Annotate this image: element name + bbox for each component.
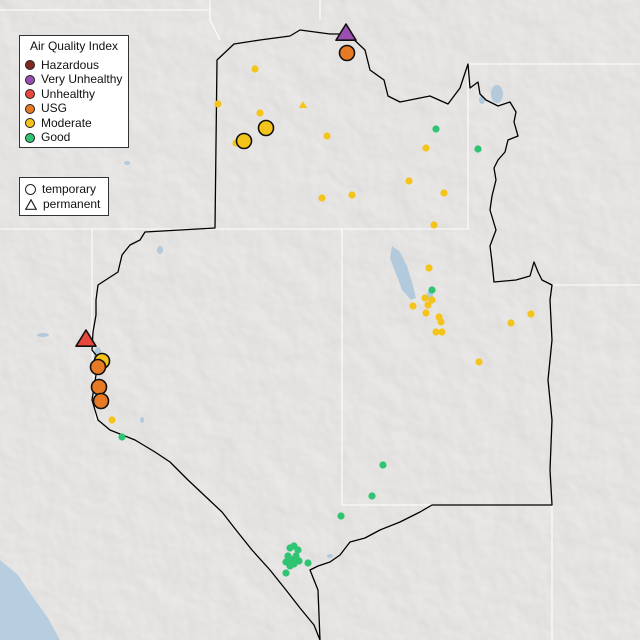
good-monitor-marker [379,461,387,469]
legend-item-usg: USG [25,101,68,116]
moderate-monitor-marker [405,177,413,185]
moderate-monitor-marker [422,309,430,317]
legend-item-unhealthy: Unhealthy [25,87,95,101]
moderate-monitor-marker [214,100,222,108]
moderate-monitor-marker [475,358,483,366]
moderate-monitor-marker [507,319,515,327]
moderate-monitor-marker [348,191,356,199]
moderate-permanent-monitor-marker [298,101,308,109]
good-monitor-marker [282,569,290,577]
monitor-type-legend: temporary permanent [19,177,109,216]
moderate-monitor-marker [422,144,430,152]
good-monitor-marker [294,546,302,554]
good-swatch [25,132,35,143]
legend-label: Moderate [41,115,92,130]
moderate-monitor-marker [108,416,116,424]
monitor-markers [75,23,535,577]
moderate-monitor-marker [251,65,259,73]
legend-item-temporary: temporary [25,182,96,196]
usg-swatch [25,103,35,114]
good-monitor-marker [474,145,482,153]
aqi-legend: Air Quality Index Hazardous Very Unhealt… [19,35,129,148]
legend-item-hazardous: Hazardous [25,58,99,72]
moderate-monitor-marker [421,294,429,302]
good-monitor-marker [368,492,376,500]
legend-label: Very Unhealthy [41,72,123,87]
good-monitor-marker [286,562,294,570]
circle-icon [25,183,36,195]
moderate-monitor-marker [440,189,448,197]
moderate-monitor-marker [432,328,440,336]
moderate-monitor-marker [430,221,438,229]
legend-label: Unhealthy [41,86,96,101]
moderate-monitor-marker [256,109,264,117]
legend-item-very-unhealthy: Very Unhealthy [25,72,123,87]
moderate-monitor-marker [318,194,326,202]
good-monitor-marker [304,559,312,567]
usg-monitor-marker [338,44,356,62]
moderate-monitor-marker [257,119,275,137]
very-unhealthy-swatch [25,74,35,85]
moderate-swatch [25,118,35,128]
moderate-monitor-marker [409,302,417,310]
moderate-monitor-marker [437,318,445,326]
moderate-monitor-marker [235,132,253,150]
legend-item-moderate: Moderate [25,116,92,130]
ocean [0,560,60,640]
triangle-icon [25,198,37,210]
moderate-monitor-marker [428,296,436,304]
legend-label: Good [41,130,71,145]
legend-item-permanent: permanent [25,197,100,211]
moderate-monitor-marker [527,310,535,318]
moderate-monitor-marker [424,301,432,309]
good-monitor-marker [432,125,440,133]
moderate-monitor-marker [323,132,331,140]
moderate-monitor-marker [438,328,446,336]
legend-title: Air Quality Index [29,39,119,53]
legend-label: temporary [42,181,97,196]
usg-monitor-marker [89,358,107,376]
region-boundary [91,29,553,640]
moderate-monitor-marker [425,264,433,272]
hazardous-swatch [25,60,35,70]
usg-monitor-marker [92,392,110,410]
legend-item-good: Good [25,130,71,145]
good-monitor-marker [337,512,345,520]
good-monitor-marker [118,433,126,441]
unhealthy-permanent-monitor-marker [75,329,97,347]
unhealthy-swatch [25,89,35,99]
legend-label: permanent [43,196,101,211]
usg-monitor-marker [90,378,108,396]
good-monitor-marker [428,286,436,294]
legend-label: Hazardous [41,57,100,72]
very_unhealthy-permanent-monitor-marker [335,23,357,41]
legend-label: USG [41,101,68,116]
